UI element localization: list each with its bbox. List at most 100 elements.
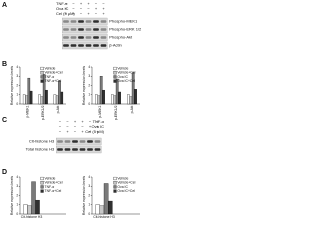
bar <box>103 183 109 215</box>
y-axis-label: Relative expression levels <box>82 66 86 106</box>
blot-label: Phospho-MEK1 <box>109 19 138 24</box>
blot-strip <box>62 25 108 34</box>
legend-swatch <box>40 79 44 83</box>
bar <box>22 94 26 105</box>
y-tick-label: 3 <box>88 74 90 78</box>
treatment-sign: − <box>96 119 99 124</box>
y-tick-label: 4 <box>16 65 18 69</box>
x-tick-label: p-Akt <box>56 105 60 113</box>
blot-band <box>72 148 78 151</box>
y-tick-label: 3 <box>16 184 18 188</box>
legend-swatch <box>40 181 44 185</box>
legend-swatch <box>40 75 44 79</box>
bar <box>108 200 113 215</box>
treatment-sign: − <box>74 124 77 129</box>
y-tick-label: 4 <box>88 65 90 69</box>
y-axis-label: Relative expression levels <box>10 176 14 216</box>
treatment-sign: − <box>66 119 69 124</box>
x-tick-label: p-ERK1/2 <box>41 105 45 120</box>
blot-band <box>78 44 84 47</box>
blot-band <box>85 20 92 23</box>
bar <box>31 181 36 215</box>
legend-label: Vehicle+Cel <box>45 181 63 185</box>
legend-label: TNF-α+Cel <box>45 79 62 83</box>
bar <box>134 89 137 105</box>
blot-band <box>72 140 78 143</box>
treatment-sign: + <box>96 129 99 134</box>
blot-band <box>85 28 92 31</box>
bar <box>97 95 101 105</box>
blot-label: Cit-histone H3 <box>29 139 55 144</box>
legend-swatch <box>113 66 117 71</box>
blot-label: Phospho-ERK 1/2 <box>109 27 142 32</box>
y-tick-label: 2 <box>16 193 18 197</box>
treatment-sign: + <box>95 6 98 11</box>
bar <box>23 204 28 215</box>
x-tick-label: Cit-histone H3 <box>21 215 43 219</box>
legend-swatch <box>40 189 44 193</box>
blot-band <box>63 28 69 31</box>
legend-label: TNF-α <box>45 75 55 79</box>
y-tick-label: 3 <box>88 184 90 188</box>
bar <box>27 77 31 105</box>
blot-label: Phospho-Akt <box>109 35 133 40</box>
y-tick-label: 0 <box>88 212 90 216</box>
treatment-sign: + <box>102 11 105 16</box>
y-tick-label: 1 <box>16 93 18 97</box>
legend-label: Vehicle <box>45 66 56 70</box>
treatment-sign: − <box>65 1 68 6</box>
blot-band <box>79 148 86 151</box>
bar <box>113 95 117 105</box>
bar <box>27 205 32 215</box>
treatment-sign: + <box>81 119 84 124</box>
blot-band <box>64 148 71 151</box>
figure: A B C D TNF-α− − + + − −Ova IC− − − − + +Cel (5 μM… <box>2 1 142 219</box>
bar <box>53 94 57 105</box>
bar <box>95 94 98 105</box>
blot-band <box>93 28 99 31</box>
panel-label: C <box>2 117 7 124</box>
panel-label: D <box>2 169 7 176</box>
treatment-label: TNF-α <box>56 1 68 6</box>
treatment-sign: − <box>66 124 69 129</box>
bar <box>60 91 64 105</box>
blot-band <box>78 36 84 39</box>
legend-swatch <box>40 71 44 75</box>
bar <box>45 89 48 105</box>
legend-label: Vehicle <box>45 176 56 180</box>
blot-band <box>78 28 84 31</box>
treatment-sign: − <box>72 1 75 6</box>
x-tick-label: p-MEK1 <box>26 105 30 117</box>
blot-band <box>63 36 69 39</box>
treatment-sign: + <box>72 11 75 16</box>
treatment-sign: − <box>59 119 62 124</box>
y-tick-label: 1 <box>88 93 90 97</box>
legend-swatch <box>113 71 117 75</box>
y-tick-label: 4 <box>16 175 18 179</box>
treatment-sign: + <box>66 129 69 134</box>
blot-band <box>78 20 84 23</box>
blot-band <box>87 140 93 143</box>
blot-band <box>87 148 93 151</box>
y-tick-label: 0 <box>16 102 18 106</box>
treatment-sign: − <box>59 124 62 129</box>
treatment-sign: − <box>95 11 98 16</box>
treatment-sign: − <box>72 6 75 11</box>
legend-label: Vehicle <box>117 176 128 180</box>
bar <box>115 78 119 105</box>
blot-label: Total histone H3 <box>26 147 55 152</box>
blot-band <box>63 20 69 23</box>
y-tick-label: 2 <box>88 193 90 197</box>
bar <box>127 94 130 105</box>
treatment-sign: − <box>95 1 98 6</box>
blot-band <box>57 148 63 151</box>
treatment-label: Cel (5 μM) <box>85 129 104 134</box>
bar <box>99 205 105 215</box>
bar <box>131 72 135 105</box>
treatment-sign: + <box>81 129 84 134</box>
blot-band <box>64 140 71 143</box>
legend-swatch <box>113 176 117 181</box>
bar <box>118 91 121 105</box>
y-tick-label: 2 <box>88 83 90 87</box>
y-axis-label: Relative expression levels <box>82 176 86 216</box>
